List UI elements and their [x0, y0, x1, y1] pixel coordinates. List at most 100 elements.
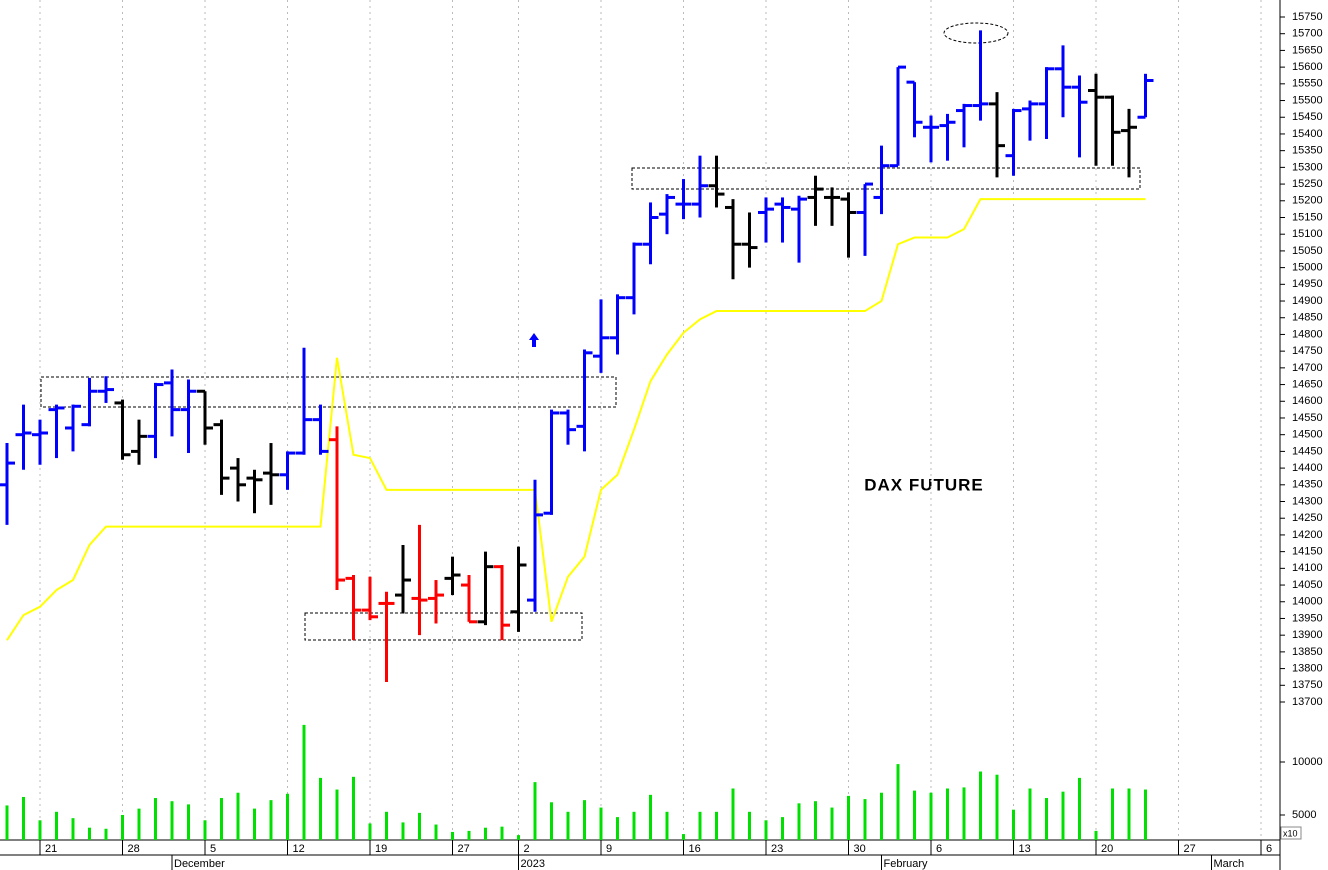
month-label: March	[1214, 858, 1245, 870]
volume-bar	[896, 764, 900, 840]
volume-bar	[71, 818, 75, 840]
x-tick-label: 12	[293, 843, 305, 855]
volume-bar	[682, 834, 685, 840]
y-tick-label: 13850	[1292, 646, 1323, 658]
annotations	[40, 22, 1141, 641]
y-tick-label: 14400	[1292, 462, 1323, 474]
y-tick-label: 15600	[1292, 61, 1323, 73]
volume-bar	[781, 817, 784, 840]
volume-bar	[368, 823, 372, 840]
y-tick-label: 14300	[1292, 495, 1323, 507]
x-tick-label: 30	[854, 843, 866, 855]
y-tick-label: 15550	[1292, 78, 1323, 90]
month-label: February	[884, 858, 929, 870]
y-tick-label: 14150	[1292, 546, 1323, 558]
month-label: 2023	[521, 858, 545, 870]
y-tick-label: 15200	[1292, 195, 1323, 207]
stop-line	[6, 198, 1146, 641]
volume-bar	[500, 826, 504, 840]
volume-bar	[764, 820, 768, 840]
x-tick-label: 28	[128, 843, 140, 855]
x-tick-label: 27	[458, 843, 470, 855]
x-tick-label: 21	[45, 843, 57, 855]
x-tick-label: 13	[1019, 843, 1031, 855]
x-tick-label: 23	[771, 843, 783, 855]
volume-bar	[913, 790, 916, 840]
volume-bar	[731, 788, 735, 840]
volume-bar	[187, 804, 190, 840]
volume-bar	[220, 798, 223, 840]
volume-bar	[715, 811, 718, 840]
volume-bar	[946, 788, 949, 840]
x-tick-label: 2	[524, 843, 530, 855]
y-tick-label: 14900	[1292, 295, 1323, 307]
y-tick-label: 13900	[1292, 629, 1323, 641]
volume-unit: x10	[1283, 828, 1298, 838]
y-tick-label: 15750	[1292, 11, 1323, 23]
x-tick-label: 16	[689, 843, 701, 855]
y-tick-label: 15500	[1292, 94, 1323, 106]
volume-bar	[814, 801, 817, 840]
volume-bar	[236, 792, 240, 840]
y-tick-label: 15700	[1292, 28, 1323, 40]
y-tick-label: 14800	[1292, 328, 1323, 340]
volume-bar	[253, 808, 256, 840]
volume-bar	[286, 793, 289, 840]
y-tick-label: 13800	[1292, 662, 1323, 674]
volume-bar	[830, 807, 834, 840]
volume-bar	[1094, 830, 1098, 840]
volume-bar	[269, 800, 273, 840]
y-tick-label: 14250	[1292, 512, 1323, 524]
y-tick-label: 13950	[1292, 612, 1323, 624]
volume-bar	[962, 787, 966, 840]
y-tick-label: 15100	[1292, 228, 1323, 240]
x-tick-label: 27	[1184, 843, 1196, 855]
volume-bar	[203, 820, 207, 840]
volume-bar	[1111, 788, 1114, 840]
volume-bar	[385, 811, 388, 840]
volume-bar	[995, 774, 999, 840]
volume-bar	[434, 824, 438, 840]
y-tick-label: 13700	[1292, 696, 1323, 708]
volume-bar	[847, 795, 850, 840]
y-tick-label: 15650	[1292, 44, 1323, 56]
y-tick-label: 14000	[1292, 596, 1323, 608]
y-tick-label: 15150	[1292, 211, 1323, 223]
volume-bar	[797, 803, 801, 840]
volume-bar	[880, 792, 883, 840]
volume-bar	[88, 827, 91, 840]
chart-title: DAX FUTURE	[864, 475, 984, 494]
y-tick-label: 15400	[1292, 128, 1323, 140]
volume-bar	[632, 811, 636, 840]
y-tick-label: 14750	[1292, 345, 1323, 357]
volume-bar	[583, 800, 586, 840]
volume-bar	[451, 831, 454, 840]
x-tick-label: 6	[936, 843, 942, 855]
volume-bar	[1045, 798, 1048, 840]
y-tick-label: 14350	[1292, 479, 1323, 491]
volume-bar	[467, 830, 471, 840]
volume-bar	[319, 777, 322, 840]
volume-bar	[1028, 788, 1032, 840]
y-tick-label: 15250	[1292, 178, 1323, 190]
volume-bar	[302, 724, 306, 840]
y-tick-label: 14100	[1292, 562, 1323, 574]
y-tick-label: 15300	[1292, 161, 1323, 173]
x-tick-label: 19	[375, 843, 387, 855]
volume-bar	[1061, 791, 1065, 840]
y-tick-label: 14850	[1292, 312, 1323, 324]
y-tick-label: 14600	[1292, 395, 1323, 407]
y-tick-label: 14200	[1292, 529, 1323, 541]
y-tick-label: 13750	[1292, 679, 1323, 691]
volume-bar	[979, 771, 982, 840]
zone-box	[304, 612, 583, 641]
volume-bar	[104, 828, 108, 840]
zone-box	[40, 376, 617, 408]
volume-bar	[533, 782, 537, 840]
y-tick-label: 14450	[1292, 445, 1323, 457]
volume-bar	[137, 808, 141, 840]
unit-box	[1280, 826, 1302, 840]
volume-bar	[863, 799, 867, 840]
volume-bar	[748, 811, 751, 840]
